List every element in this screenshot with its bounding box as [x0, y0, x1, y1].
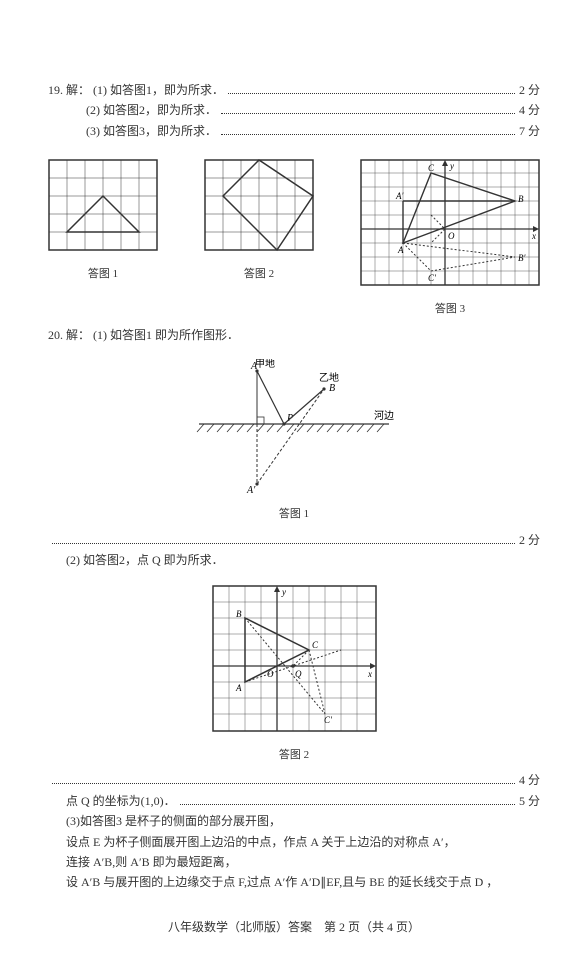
q19-p1-score: 2 分 — [519, 80, 540, 100]
q20-coord-score: 5 分 — [519, 791, 540, 811]
dotted-leader — [221, 134, 515, 135]
q20-fig1-svg: A 甲地 B 乙地 P A′ 河边 — [179, 359, 409, 499]
q20-p1-scoreline: 2 分 — [48, 530, 540, 550]
svg-text:河边: 河边 — [374, 410, 394, 422]
q19-fig3-svg: A A′ B B′ C C′ O x y — [360, 159, 540, 294]
q20-para3: 连接 A′B,则 A′B 即为最短距离， — [48, 852, 540, 872]
q19-fig1-caption: 答图 1 — [48, 265, 158, 284]
dotted-leader — [221, 113, 515, 114]
page-footer: 八年级数学（北师版）答案 第 2 页（共 4 页） — [48, 917, 540, 937]
q20-prefix: 解： — [66, 328, 90, 342]
q20-part2: (2) 如答图2，点 Q 即为所求． — [48, 550, 540, 570]
q20-p2-label: (2) — [66, 553, 80, 567]
svg-text:y: y — [281, 587, 286, 597]
q19-prefix: 解： — [66, 83, 90, 97]
q20-fig2-svg: A B C C′ O Q x y — [212, 585, 377, 740]
q19-figures: 答图 1 答图 2 — [48, 159, 540, 319]
svg-text:A: A — [397, 245, 404, 255]
svg-text:C′: C′ — [324, 715, 333, 725]
svg-text:Q: Q — [295, 669, 302, 679]
q20-fig2-caption: 答图 2 — [48, 746, 540, 765]
q20-part1: 20. 解： (1) 如答图1 即为所作图形． — [48, 325, 540, 345]
q20-p2-scoreline: 4 分 — [48, 770, 540, 790]
q19-part3: (3) 如答图3，即为所求． 7 分 — [48, 121, 540, 141]
q19-fig3: A A′ B B′ C C′ O x y 答图 3 — [360, 159, 540, 319]
q20-para4: 设 A′B 与展开图的上边缘交于点 F,过点 A′作 A′D∥EF,且与 BE … — [48, 872, 540, 892]
dotted-leader — [180, 804, 515, 805]
svg-text:x: x — [367, 669, 372, 679]
svg-text:C: C — [312, 640, 319, 650]
svg-text:x: x — [531, 231, 536, 241]
q20-fig1: A 甲地 B 乙地 P A′ 河边 答图 1 — [48, 359, 540, 524]
q19-fig2-svg — [204, 159, 314, 259]
q19-fig3-caption: 答图 3 — [360, 300, 540, 319]
q20-p2-text: 如答图2，点 Q 即为所求． — [83, 553, 224, 567]
q20-para2: 设点 E 为杯子侧面展开图上边沿的中点，作点 A 关于上边沿的对称点 A′， — [48, 832, 540, 852]
svg-text:A: A — [235, 683, 242, 693]
svg-text:B: B — [329, 383, 335, 394]
q20-fig2: A B C C′ O Q x y 答图 2 — [48, 585, 540, 765]
q20-para1: (3)如答图3 是杯子的侧面的部分展开图， — [48, 811, 540, 831]
q19-fig2: 答图 2 — [204, 159, 314, 284]
q19-fig1-svg — [48, 159, 158, 259]
q19-p3-text: 如答图3，即为所求． — [103, 124, 217, 138]
q20-p1-text: 如答图1 即为所作图形． — [110, 328, 239, 342]
q20-coord-line: 点 Q 的坐标为(1,0)． 5 分 — [48, 791, 540, 811]
svg-text:甲地: 甲地 — [255, 359, 275, 370]
svg-text:C: C — [428, 163, 435, 173]
svg-text:A′: A′ — [395, 191, 404, 201]
q19-p1-text: 如答图1，即为所求． — [110, 83, 224, 97]
dotted-leader — [52, 543, 515, 544]
q20-p1-score: 2 分 — [519, 530, 540, 550]
svg-text:B: B — [236, 609, 242, 619]
svg-text:O: O — [267, 669, 274, 679]
q19-fig2-caption: 答图 2 — [204, 265, 314, 284]
svg-text:B: B — [518, 194, 524, 204]
svg-text:B′: B′ — [518, 253, 526, 263]
svg-text:乙地: 乙地 — [319, 371, 339, 384]
q19-p3-label: (3) — [86, 124, 100, 138]
q20-num: 20. — [48, 328, 63, 342]
q20-p1-label: (1) — [93, 328, 107, 342]
q20-coord-text: 点 Q 的坐标为(1,0)． — [66, 791, 176, 811]
dotted-leader — [52, 783, 515, 784]
q19-p2-text: 如答图2，即为所求． — [103, 103, 217, 117]
dotted-leader — [228, 93, 515, 94]
q19-p3-score: 7 分 — [519, 121, 540, 141]
q19-num: 19. — [48, 83, 63, 97]
q19-p2-score: 4 分 — [519, 100, 540, 120]
page: 19. 解： (1) 如答图1，即为所求． 2 分 (2) 如答图2，即为所求．… — [0, 0, 588, 977]
q19-p1-label: (1) — [93, 83, 107, 97]
q20-p2-score: 4 分 — [519, 770, 540, 790]
q20-fig1-caption: 答图 1 — [48, 505, 540, 524]
q19-p2-label: (2) — [86, 103, 100, 117]
q19-part2: (2) 如答图2，即为所求． 4 分 — [48, 100, 540, 120]
q19-fig1: 答图 1 — [48, 159, 158, 284]
svg-text:C′: C′ — [428, 273, 437, 283]
svg-text:A′: A′ — [246, 485, 256, 496]
q19-part1: 19. 解： (1) 如答图1，即为所求． 2 分 — [48, 80, 540, 100]
svg-text:y: y — [449, 161, 454, 171]
svg-text:O: O — [448, 231, 455, 241]
